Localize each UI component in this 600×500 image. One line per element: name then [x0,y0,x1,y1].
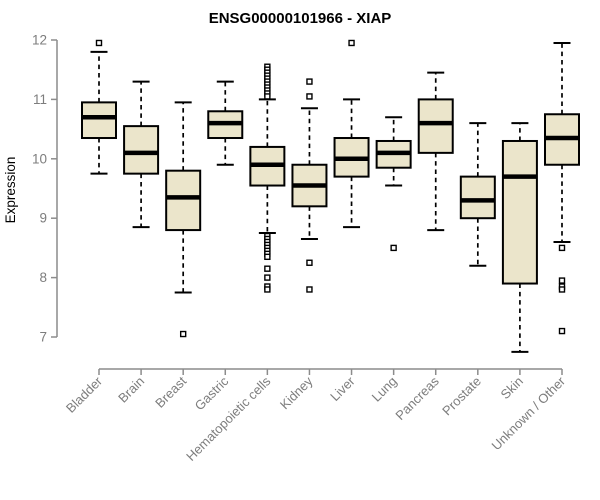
outlier-point [179,330,187,338]
outlier-point [558,244,566,252]
y-tick-label-7: 7 [39,330,47,345]
box-hematopoietic-cells [249,63,286,293]
y-tick-label-10: 10 [32,151,47,166]
outlier-point [264,286,271,293]
iqr-box [123,125,160,175]
x-tick-label-bladder: Bladder [63,373,106,416]
outlier-point [306,78,313,85]
outlier-point [558,327,566,335]
outlier-point [306,93,313,100]
outlier-point [306,286,313,293]
outlier-point [558,277,566,284]
x-tick-label-lung: Lung [369,374,400,405]
box-unknown-other [544,41,580,335]
x-tick-label-breast: Breast [152,373,189,410]
outlier-point [264,274,271,281]
x-tick-label-skin: Skin [498,374,526,402]
box-prostate [459,122,496,267]
x-tick-label-pancreas: Pancreas [392,373,442,423]
iqr-box [459,175,496,220]
box-pancreas [417,71,454,232]
outlier-point [264,265,271,272]
y-tick-label-8: 8 [39,270,47,285]
outlier-point [348,39,355,47]
y-tick-label-11: 11 [33,92,47,107]
x-tick-label-unknown-other: Unknown / Other [489,373,569,453]
box-brain [123,80,160,229]
y-axis-label: Expression [3,157,18,224]
outlier-point [558,286,566,293]
box-bladder [81,39,117,175]
y-tick-label-9: 9 [39,211,47,226]
box-skin [501,122,538,353]
outlier-point [264,93,271,100]
iqr-box [81,101,117,140]
y-tick-label-12: 12 [32,33,47,48]
box-gastric [207,80,244,166]
x-tick-label-brain: Brain [115,374,147,406]
outlier-point [95,39,103,47]
x-tick-label-prostate: Prostate [439,374,484,419]
outlier-point [390,244,397,252]
iqr-box [165,169,202,232]
chart-title: ENSG00000101966 - XIAP [209,10,392,27]
box-breast [165,101,202,338]
x-tick-label-kidney: Kidney [277,373,316,412]
x-tick-label-liver: Liver [327,373,358,404]
box-liver [333,39,370,229]
box-kidney [291,78,328,293]
outlier-point [264,253,271,261]
iqr-box [501,139,538,285]
y-axis: 7 8 9 10 11 12 [32,33,58,345]
iqr-box [417,98,454,154]
outlier-point [306,259,313,266]
x-tick-label-gastric: Gastric [192,373,232,413]
box-lung [375,116,412,252]
